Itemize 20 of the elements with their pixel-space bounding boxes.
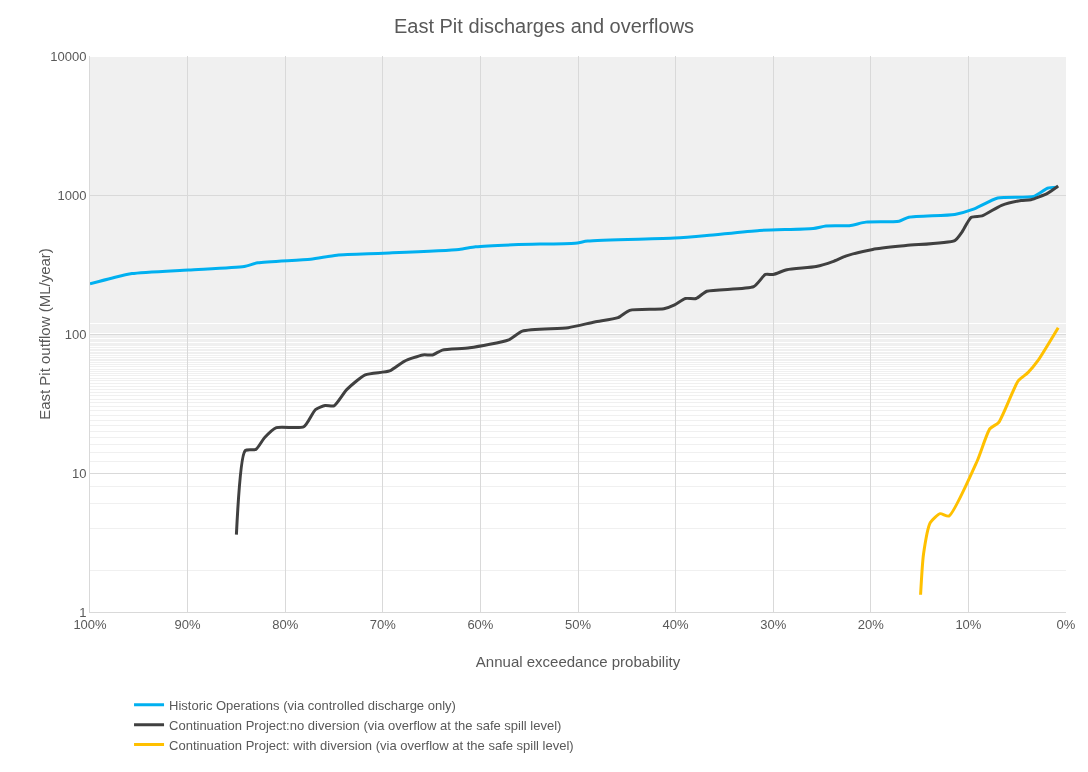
x-axis-title: Annual exceedance probability xyxy=(475,653,681,670)
x-tick-label: 60% xyxy=(467,616,494,632)
legend-label: Historic Operations (via controlled discharge only) xyxy=(169,697,456,713)
x-tick-label: 20% xyxy=(857,616,885,632)
legend-label: Continuation Project: with diversion (via overflow at the safe spill level) xyxy=(169,737,574,753)
x-tick-label: 90% xyxy=(174,616,202,632)
x-tick-label: 70% xyxy=(369,616,397,632)
x-tick-label: 10% xyxy=(955,616,982,632)
chart-title: East Pit discharges and overflows xyxy=(393,15,695,38)
x-tick-label: 80% xyxy=(272,616,299,632)
x-tick-label: 0% xyxy=(1056,616,1076,632)
y-tick-label: 100 xyxy=(64,326,87,342)
x-tick-label: 40% xyxy=(662,616,690,632)
y-axis-title: East Pit outflow (ML/year) xyxy=(36,248,53,420)
y-tick-label: 10 xyxy=(71,465,87,481)
legend-label: Continuation Project:no diversion (via overflow at the safe spill level) xyxy=(169,717,562,733)
x-tick-label: 50% xyxy=(564,616,592,632)
y-tick-label: 10000 xyxy=(50,48,87,64)
y-tick-label: 1000 xyxy=(57,187,87,203)
x-tick-label: 30% xyxy=(760,616,787,632)
